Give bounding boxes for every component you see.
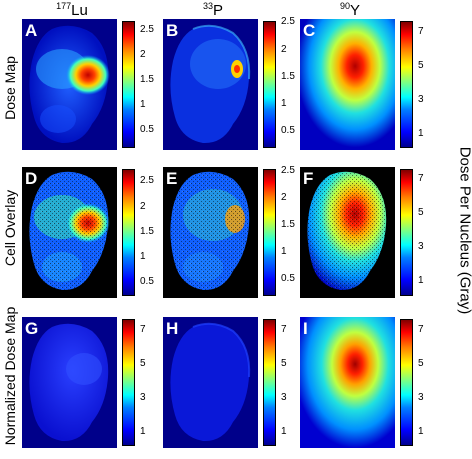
tick-label: 0.5 xyxy=(281,273,295,284)
tick-label: 2 xyxy=(140,49,146,60)
tick-label: 5 xyxy=(140,358,146,369)
row-label-normalized-dose-map: Normalized Dose Map xyxy=(2,306,18,446)
tick-label: 1 xyxy=(281,246,287,257)
tick-label: 7 xyxy=(418,324,424,335)
tick-label: 7 xyxy=(140,324,146,335)
tick-label: 1.5 xyxy=(140,226,154,237)
tick-label: 1.5 xyxy=(281,71,295,82)
column-header-y: 90Y xyxy=(339,1,361,19)
colorbar-b xyxy=(263,21,276,148)
tick-label: 1 xyxy=(281,98,287,109)
panel-g-lu-normalized: G xyxy=(22,317,117,448)
panel-f-y-cell-overlay: F xyxy=(300,167,395,298)
tick-label: 1 xyxy=(418,426,424,437)
tick-label: 1 xyxy=(418,128,424,139)
tick-label: 2.5 xyxy=(140,175,154,186)
colorbar-c xyxy=(400,21,413,148)
tick-label: 5 xyxy=(418,60,424,71)
tick-label: 0.5 xyxy=(140,124,154,135)
panel-e-p-cell-overlay: E xyxy=(163,167,258,298)
colorbar-a xyxy=(122,21,135,148)
panel-letter: F xyxy=(303,169,314,188)
tick-label: 7 xyxy=(281,324,287,335)
row-label-dose-map: Dose Map xyxy=(2,56,18,120)
colorbar-f xyxy=(400,169,413,296)
tick-label: 7 xyxy=(418,173,424,184)
panel-letter: G xyxy=(25,319,39,338)
colorbar-i xyxy=(400,319,413,446)
tick-label: 1 xyxy=(418,275,424,286)
tick-label: 2 xyxy=(281,192,287,203)
tick-label: 1 xyxy=(140,251,146,262)
panel-c-y-dose-map: C xyxy=(300,19,395,150)
tick-label: 5 xyxy=(418,358,424,369)
tick-label: 1 xyxy=(140,99,146,110)
tick-label: 1.5 xyxy=(140,74,154,85)
tick-label: 5 xyxy=(418,207,424,218)
tick-label: 3 xyxy=(140,392,146,403)
tick-label: 2.5 xyxy=(281,16,295,27)
colorbar-e xyxy=(263,169,276,296)
row-label-cell-overlay: Cell Overlay xyxy=(2,189,18,267)
panel-b-p-dose-map: B xyxy=(163,19,258,150)
tick-label: 0.5 xyxy=(281,125,295,136)
tick-label: 3 xyxy=(418,241,424,252)
tick-label: 2.5 xyxy=(281,165,295,176)
panel-letter: A xyxy=(25,21,38,40)
tick-label: 2 xyxy=(281,44,287,55)
tick-label: 3 xyxy=(281,392,287,403)
column-header-lu: 177Lu xyxy=(56,1,88,19)
panel-a-lu-dose-map: A xyxy=(22,19,117,150)
column-header-p: 33P xyxy=(202,1,224,19)
tick-label: 5 xyxy=(281,358,287,369)
panel-letter: H xyxy=(166,319,179,338)
panel-letter: I xyxy=(303,319,308,338)
side-label-dose-per-nucleus: Dose Per Nucleus (Gray) xyxy=(456,146,472,315)
panel-letter: C xyxy=(303,21,316,40)
panel-letter: B xyxy=(166,21,179,40)
tick-label: 7 xyxy=(418,26,424,37)
panel-h-p-normalized: H xyxy=(163,317,258,448)
tick-label: 0.5 xyxy=(140,276,154,287)
panel-letter: D xyxy=(25,169,38,188)
tick-label: 1 xyxy=(140,426,146,437)
colorbar-g xyxy=(122,319,135,446)
panel-d-lu-cell-overlay: D xyxy=(22,167,117,298)
tick-label: 1.5 xyxy=(281,219,295,230)
colorbar-h xyxy=(263,319,276,446)
panel-letter: E xyxy=(166,169,178,188)
tick-label: 2 xyxy=(140,201,146,212)
colorbar-d xyxy=(122,169,135,296)
tick-label: 2.5 xyxy=(140,24,154,35)
tick-label: 3 xyxy=(418,94,424,105)
tick-label: 3 xyxy=(418,392,424,403)
panel-i-y-normalized: I xyxy=(300,317,395,448)
tick-label: 1 xyxy=(281,426,287,437)
